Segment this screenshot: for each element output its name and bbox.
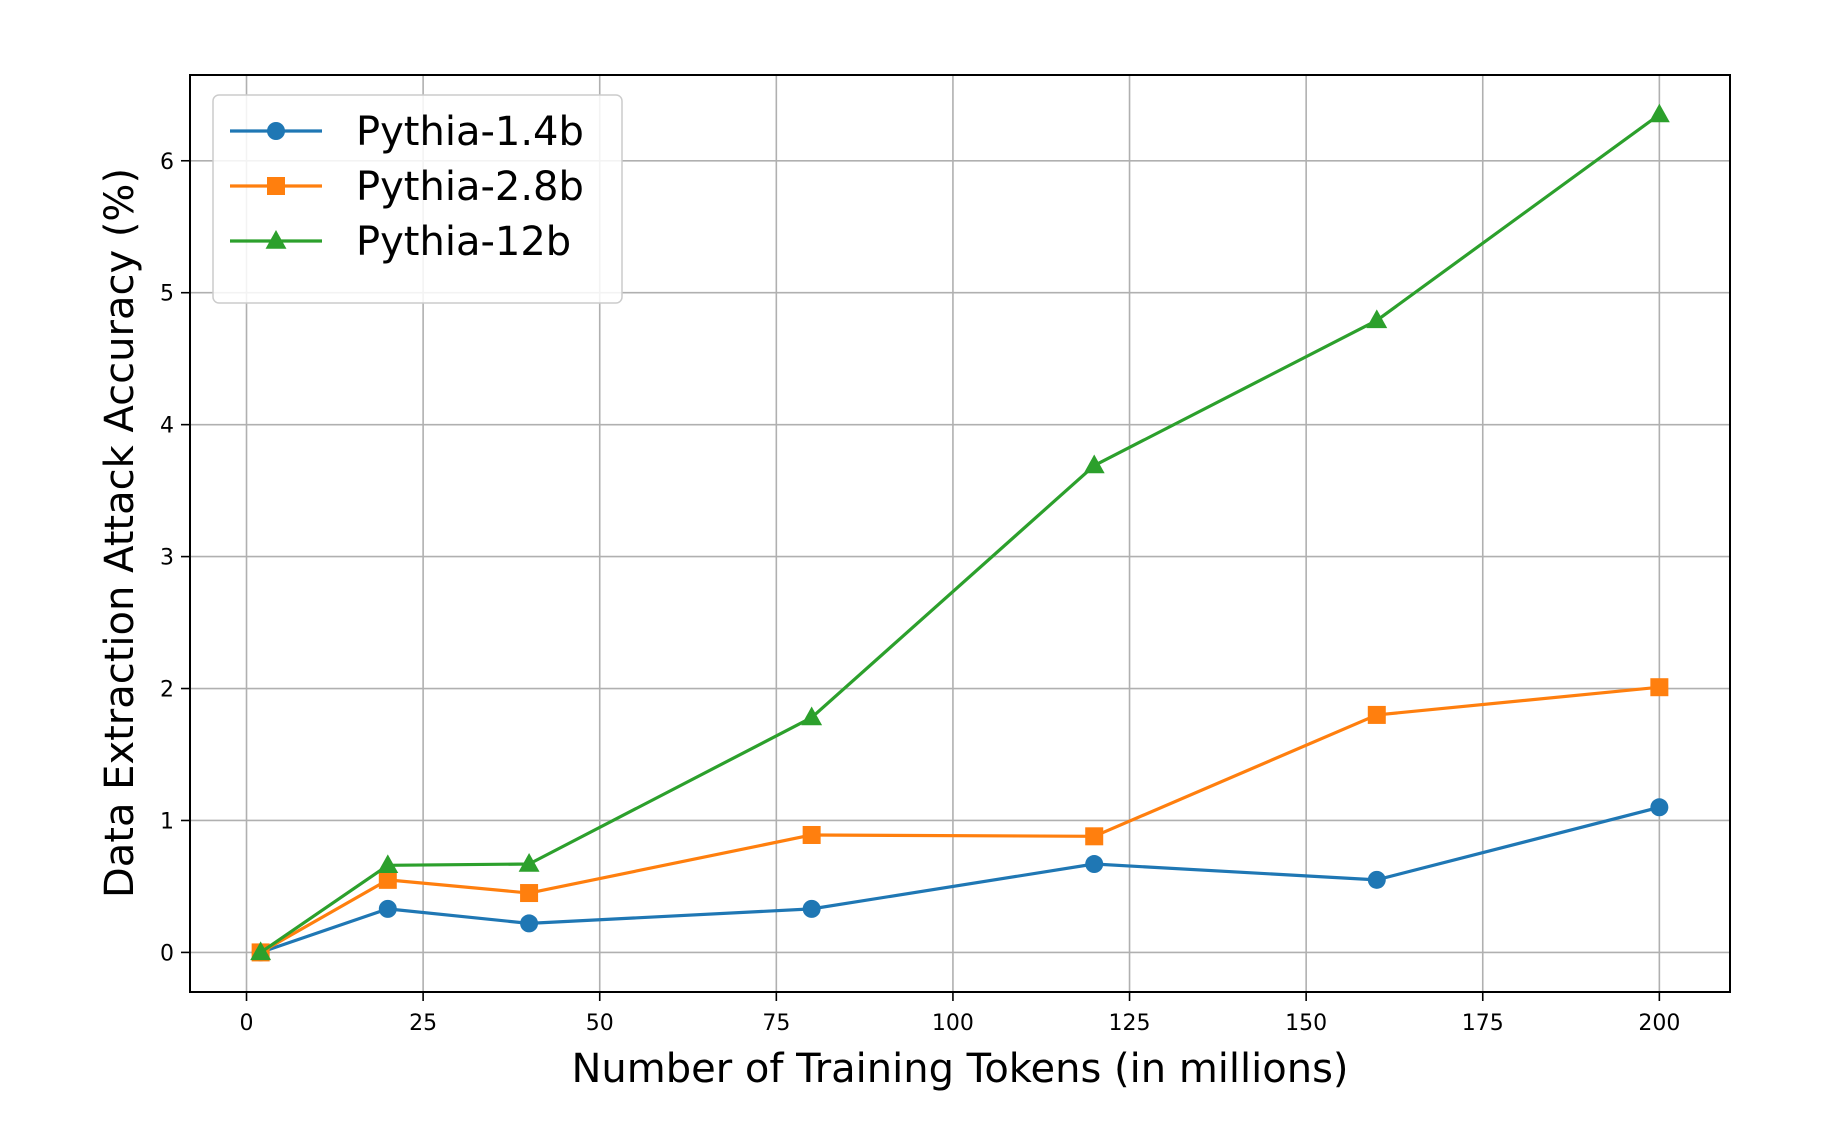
legend-label: Pythia-2.8b (356, 164, 584, 210)
y-tick-label: 4 (160, 414, 174, 439)
legend-item: Pythia-2.8b (230, 164, 584, 210)
x-tick-label: 75 (762, 1011, 790, 1036)
x-axis: 0 25 50 75 100 125 150 175 200 (240, 992, 1680, 1036)
legend-marker (267, 177, 285, 195)
data-point (1650, 798, 1669, 817)
data-point (1367, 870, 1386, 889)
legend-label: Pythia-1.4b (356, 109, 584, 155)
legend: Pythia-1.4b Pythia-2.8b Pythia-12b (212, 94, 623, 304)
y-axis: 0 1 2 3 4 5 6 (160, 150, 190, 966)
legend-marker (265, 230, 287, 249)
y-axis-title: Data Extraction Attack Accuracy (%) (97, 168, 143, 898)
series-layer (250, 103, 1670, 962)
x-axis-title: Number of Training Tokens (in millions) (571, 1046, 1348, 1092)
y-tick-label: 6 (160, 150, 174, 175)
data-point (520, 884, 539, 903)
legend-item: Pythia-12b (230, 219, 571, 265)
y-tick-label: 3 (160, 546, 174, 571)
legend-box (212, 94, 623, 304)
data-point (250, 941, 272, 961)
x-tick-label: 0 (240, 1011, 254, 1036)
y-tick-label: 5 (160, 282, 174, 307)
data-point (1366, 309, 1388, 329)
x-tick-label: 100 (932, 1011, 974, 1036)
data-point (802, 825, 821, 844)
plot-frame (189, 74, 1731, 993)
data-point (1085, 855, 1104, 874)
series-Pythia-1.4b (251, 798, 1669, 962)
x-tick-label: 125 (1109, 1011, 1151, 1036)
y-tick-label: 1 (160, 809, 174, 834)
legend-label: Pythia-12b (356, 219, 571, 265)
series-Pythia-12b (250, 103, 1670, 961)
y-tick-label: 2 (160, 678, 174, 703)
data-point (1367, 705, 1386, 724)
data-point (1085, 827, 1104, 846)
x-tick-label: 150 (1285, 1011, 1327, 1036)
legend-marker (267, 122, 285, 140)
x-tick-label: 25 (409, 1011, 437, 1036)
x-tick-label: 200 (1638, 1011, 1680, 1036)
data-point (518, 853, 540, 872)
data-point (378, 899, 397, 918)
data-point (377, 854, 399, 874)
data-point (378, 870, 397, 889)
legend-item: Pythia-1.4b (230, 109, 584, 155)
y-tick-label: 0 (160, 941, 174, 966)
data-point (520, 914, 539, 933)
data-point (801, 706, 823, 726)
data-point (802, 899, 821, 918)
x-tick-label: 175 (1462, 1011, 1504, 1036)
data-point (1648, 103, 1670, 123)
data-point (1083, 454, 1105, 474)
x-tick-label: 50 (586, 1011, 614, 1036)
data-point (1650, 678, 1669, 697)
